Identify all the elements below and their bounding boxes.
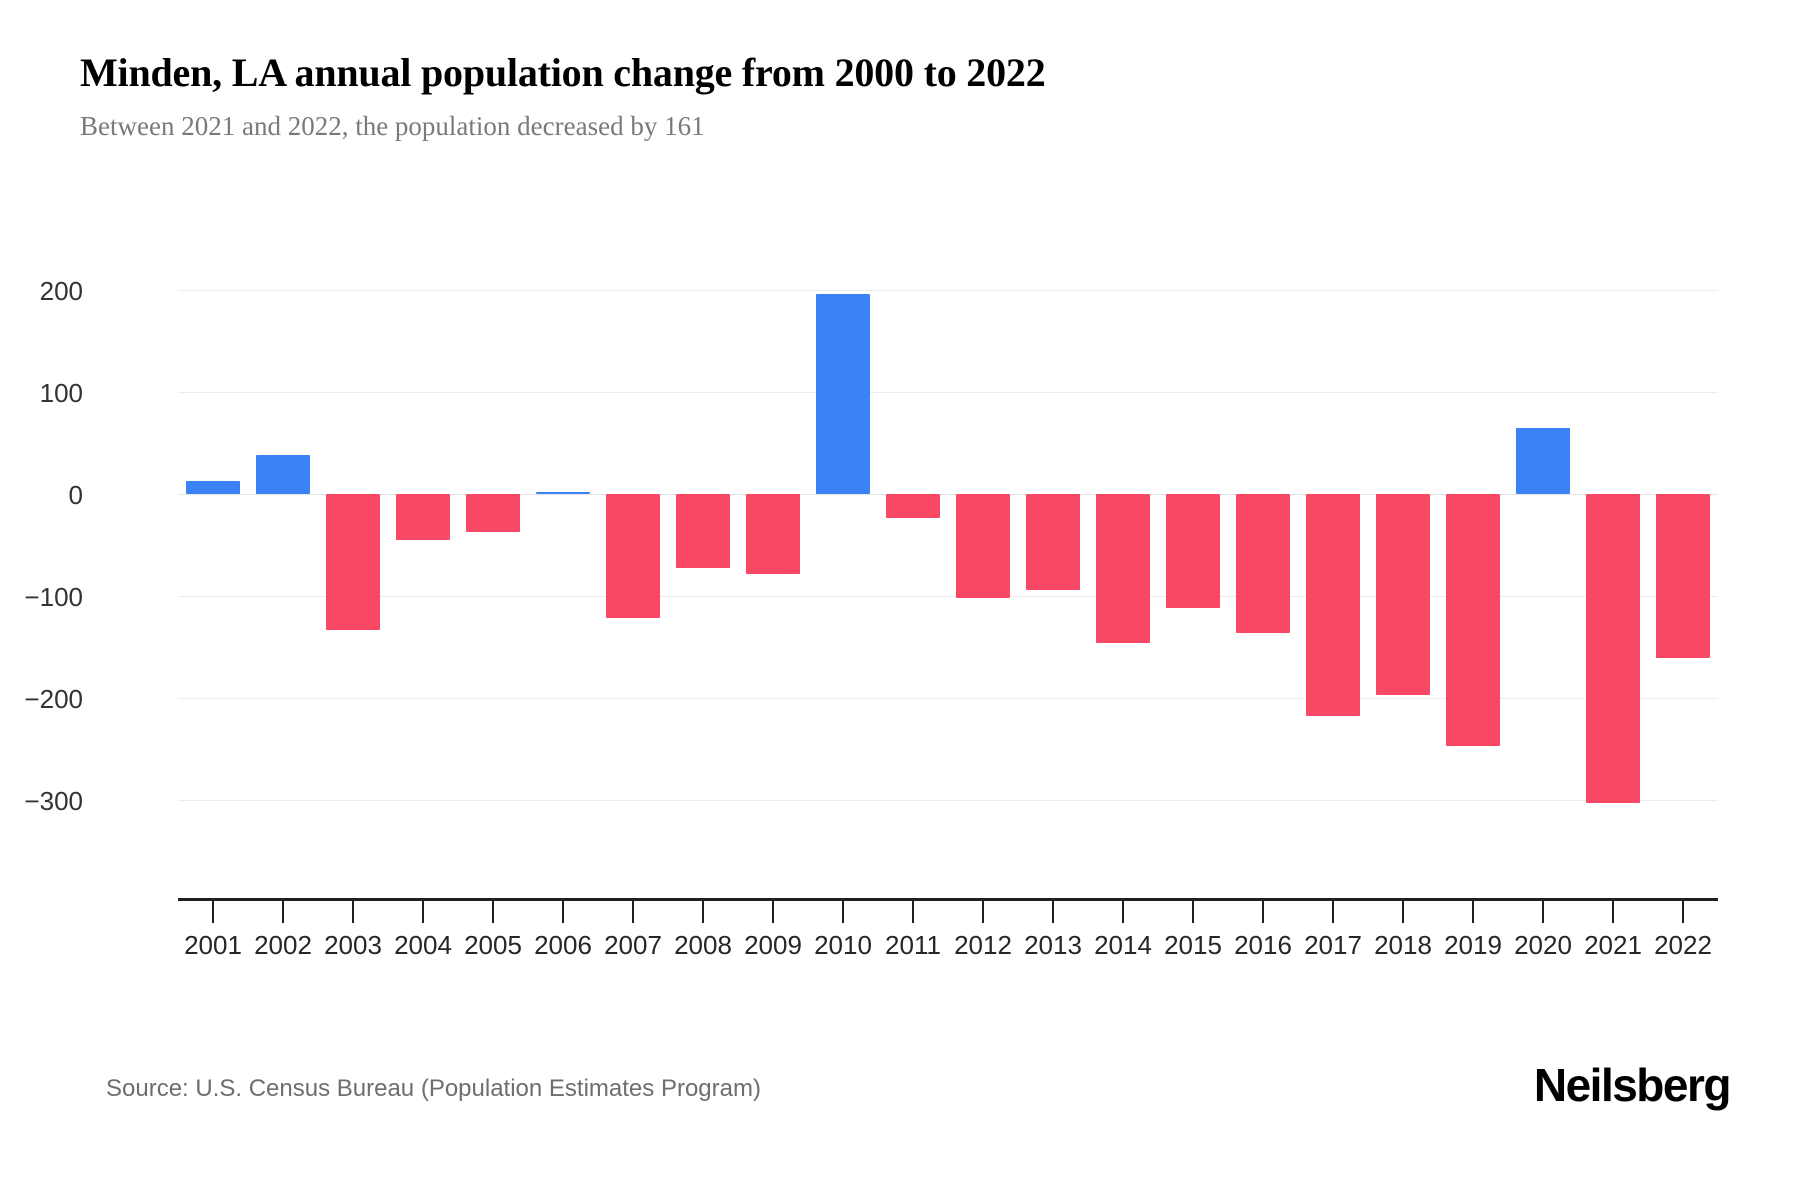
bar-2019[interactable] bbox=[1445, 494, 1501, 746]
x-axis-tick bbox=[282, 901, 284, 923]
bar-2020[interactable] bbox=[1515, 427, 1571, 494]
y-axis-tick-label: −200 bbox=[24, 684, 83, 714]
bar-2005[interactable] bbox=[465, 494, 521, 532]
bar-2011[interactable] bbox=[885, 494, 941, 519]
x-axis-tick-label: 2017 bbox=[1304, 930, 1362, 960]
x-axis-labels: 2001 2002 2003 2004 2005 2006 2007 2008 2009 2010… bbox=[178, 930, 1718, 970]
x-axis-tick bbox=[912, 901, 914, 923]
x-axis-tick-label: 2005 bbox=[464, 930, 522, 960]
x-axis-tick bbox=[1402, 901, 1404, 923]
chart-plot: 200 100 0 −100 −200 −300 2001 2002 2003 2004 2005… bbox=[0, 230, 1800, 960]
bar-2012[interactable] bbox=[955, 494, 1011, 599]
x-axis-tick-label: 2013 bbox=[1024, 930, 1082, 960]
bar-2018[interactable] bbox=[1375, 494, 1431, 695]
x-axis-tick bbox=[1612, 901, 1614, 923]
x-axis-tick bbox=[422, 901, 424, 923]
x-axis-tick-label: 2015 bbox=[1164, 930, 1222, 960]
bar-2015[interactable] bbox=[1165, 494, 1221, 609]
x-axis-tick-label: 2006 bbox=[534, 930, 592, 960]
x-axis-tick-label: 2022 bbox=[1654, 930, 1712, 960]
bar-2001[interactable] bbox=[185, 480, 241, 494]
x-axis-tick-label: 2011 bbox=[885, 930, 941, 960]
plot-area: 200 100 0 −100 −200 −300 bbox=[24, 276, 1718, 816]
x-axis-tick bbox=[1542, 901, 1544, 923]
chart-header: Minden, LA annual population change from… bbox=[80, 50, 1720, 142]
x-axis-tick bbox=[982, 901, 984, 923]
x-axis-tick-label: 2007 bbox=[604, 930, 662, 960]
x-axis-tick bbox=[1052, 901, 1054, 923]
y-axis-tick-label: 200 bbox=[39, 276, 83, 306]
x-axis-tick-label: 2018 bbox=[1374, 930, 1432, 960]
bar-2017[interactable] bbox=[1305, 494, 1361, 717]
x-axis-tick bbox=[772, 901, 774, 923]
x-axis-tick bbox=[1472, 901, 1474, 923]
x-axis-tick-label: 2002 bbox=[254, 930, 312, 960]
brand-logo: Neilsberg bbox=[1533, 1059, 1732, 1111]
bar-2013[interactable] bbox=[1025, 494, 1081, 590]
y-axis-tick-label: 0 bbox=[68, 480, 83, 510]
gridline bbox=[178, 596, 1718, 597]
chart-subtitle: Between 2021 and 2022, the population de… bbox=[80, 111, 705, 141]
bar-2007[interactable] bbox=[605, 494, 661, 619]
x-axis-tick-label: 2008 bbox=[674, 930, 732, 960]
source-note: Source: U.S. Census Bureau (Population E… bbox=[106, 1075, 761, 1102]
y-axis-tick-label: −100 bbox=[24, 582, 83, 612]
y-axis-tick-label: 100 bbox=[39, 378, 83, 408]
bar-2004[interactable] bbox=[395, 494, 451, 540]
x-axis-tick bbox=[842, 901, 844, 923]
x-axis-tick-label: 2012 bbox=[954, 930, 1012, 960]
bar-2022[interactable] bbox=[1655, 494, 1711, 659]
bar-2014[interactable] bbox=[1095, 494, 1151, 643]
x-axis-tick-label: 2001 bbox=[184, 930, 242, 960]
x-axis-ticks bbox=[178, 901, 1718, 923]
x-axis-tick bbox=[1262, 901, 1264, 923]
bar-2008[interactable] bbox=[675, 494, 731, 569]
page-title: Minden, LA annual population change from… bbox=[80, 50, 1046, 95]
x-axis-tick bbox=[1192, 901, 1194, 923]
y-axis-tick-label: −300 bbox=[24, 786, 83, 816]
x-axis-tick-label: 2009 bbox=[744, 930, 802, 960]
gridline bbox=[178, 800, 1718, 801]
x-axis-tick-label: 2003 bbox=[324, 930, 382, 960]
x-axis-tick-label: 2014 bbox=[1094, 930, 1152, 960]
x-axis-tick-label: 2019 bbox=[1444, 930, 1502, 960]
x-axis-tick bbox=[492, 901, 494, 923]
x-axis-tick bbox=[702, 901, 704, 923]
gridline bbox=[178, 392, 1718, 393]
x-axis-tick bbox=[562, 901, 564, 923]
bar-2006[interactable] bbox=[535, 491, 591, 494]
x-axis-tick bbox=[352, 901, 354, 923]
x-axis-tick-label: 2016 bbox=[1234, 930, 1292, 960]
x-axis-tick-label: 2010 bbox=[814, 930, 872, 960]
bar-2003[interactable] bbox=[325, 494, 381, 630]
bar-2021[interactable] bbox=[1585, 494, 1641, 804]
bar-2002[interactable] bbox=[255, 455, 311, 494]
x-axis-tick bbox=[632, 901, 634, 923]
bar-2009[interactable] bbox=[745, 494, 801, 574]
x-axis-tick bbox=[1332, 901, 1334, 923]
x-axis-tick-label: 2021 bbox=[1584, 930, 1642, 960]
bar-2010[interactable] bbox=[815, 294, 871, 494]
gridline bbox=[178, 290, 1718, 291]
bar-series bbox=[178, 290, 1718, 804]
gridline bbox=[178, 494, 1718, 495]
x-axis-tick bbox=[1682, 901, 1684, 923]
x-axis-tick-label: 2004 bbox=[394, 930, 452, 960]
x-axis-tick-label: 2020 bbox=[1514, 930, 1572, 960]
x-axis-tick bbox=[212, 901, 214, 923]
x-axis-tick bbox=[1122, 901, 1124, 923]
bar-2016[interactable] bbox=[1235, 494, 1291, 633]
gridline bbox=[178, 698, 1718, 699]
x-axis-line bbox=[178, 898, 1718, 901]
